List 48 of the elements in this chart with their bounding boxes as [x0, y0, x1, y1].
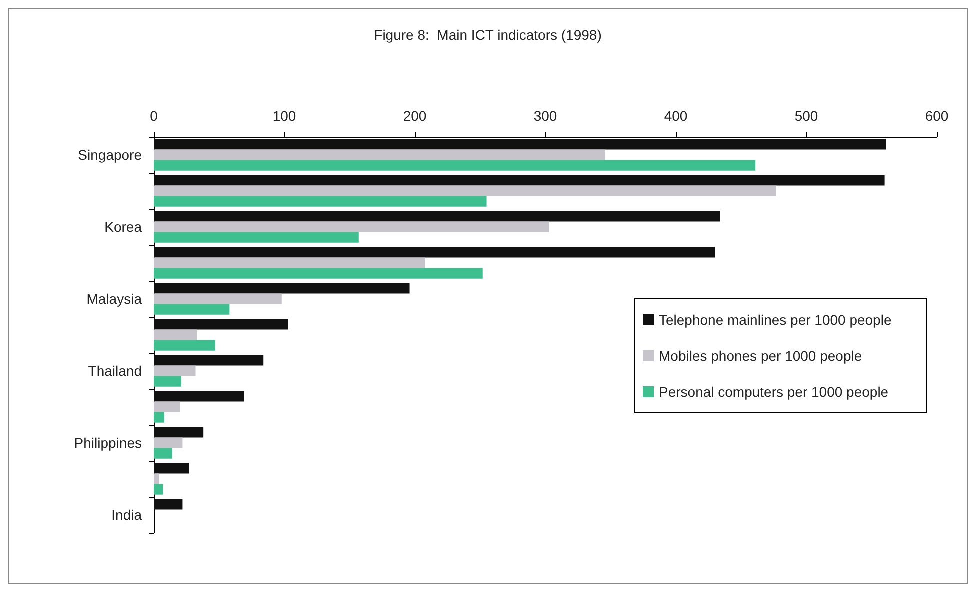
x-tick-label: 0 [150, 108, 158, 124]
x-tick-label: 300 [534, 108, 558, 124]
bar [154, 330, 198, 340]
bar [154, 438, 183, 448]
bar [154, 186, 776, 196]
bar [154, 319, 288, 330]
y-tick-label: Philippines [74, 435, 142, 451]
y-tick-label: Korea [104, 219, 142, 235]
bar [154, 355, 264, 366]
bar [154, 448, 172, 459]
bar [154, 283, 410, 294]
bar [154, 402, 180, 412]
bar [154, 366, 196, 376]
bar [154, 294, 282, 304]
bar [154, 247, 716, 258]
bar [154, 376, 182, 387]
y-tick-label: Singapore [78, 147, 142, 163]
bar [154, 232, 359, 243]
bar [154, 391, 244, 402]
x-tick-label: 400 [664, 108, 688, 124]
x-tick-label: 200 [403, 108, 427, 124]
legend-label: Personal computers per 1000 people [659, 384, 889, 400]
bar [154, 175, 885, 186]
legend-label: Mobiles phones per 1000 people [659, 348, 862, 364]
bar [154, 427, 204, 438]
legend-label: Telephone mainlines per 1000 people [659, 312, 892, 328]
bar [154, 150, 606, 160]
y-tick-label: India [112, 507, 142, 523]
bar [154, 484, 164, 495]
bar [154, 499, 183, 510]
bar [154, 340, 216, 351]
y-tick-label: Malaysia [86, 291, 142, 307]
x-tick-label: 100 [272, 108, 296, 124]
bar [154, 160, 756, 171]
y-tick-label: Thailand [88, 363, 142, 379]
bar [154, 258, 426, 268]
x-tick-label: 600 [925, 108, 949, 124]
bar [154, 196, 487, 207]
chart-title: Figure 8: Main ICT indicators (1998) [374, 27, 602, 43]
bar [154, 463, 190, 474]
bar [154, 222, 550, 232]
bar [154, 412, 164, 423]
x-tick-label: 500 [794, 108, 818, 124]
bar [154, 474, 160, 484]
bar [154, 139, 886, 150]
bar [154, 268, 483, 279]
bar [154, 211, 720, 222]
bar [154, 304, 230, 315]
